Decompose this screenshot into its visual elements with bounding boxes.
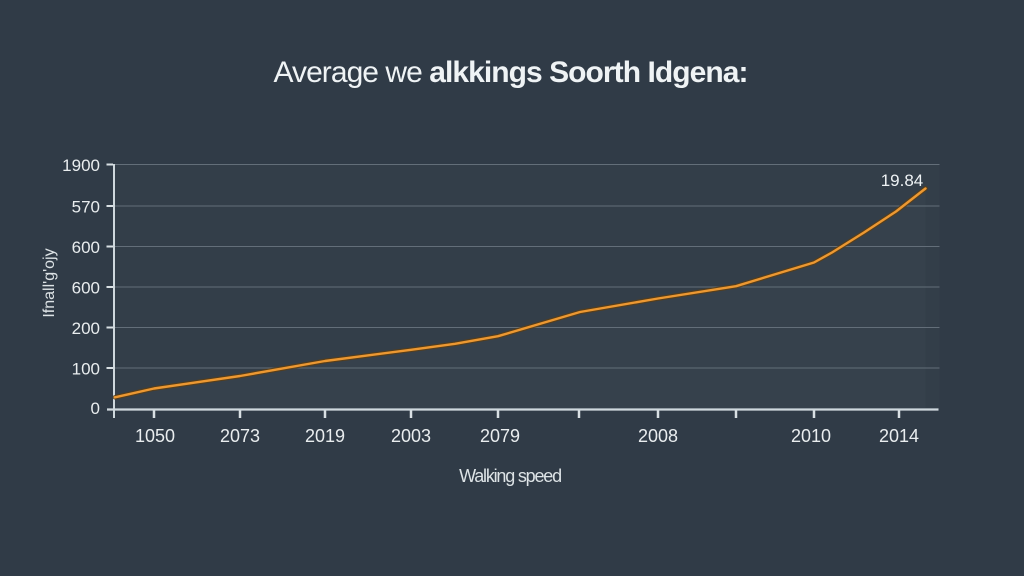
svg-text:Walking speed: Walking speed bbox=[459, 466, 561, 486]
svg-text:600: 600 bbox=[72, 238, 100, 257]
svg-text:100: 100 bbox=[72, 360, 100, 379]
svg-text:Ifnall'g'ojy: Ifnall'g'ojy bbox=[41, 248, 58, 317]
svg-text:1050: 1050 bbox=[135, 426, 175, 446]
svg-text:2003: 2003 bbox=[391, 426, 431, 446]
svg-text:2014: 2014 bbox=[879, 426, 919, 446]
svg-text:0: 0 bbox=[91, 399, 100, 418]
svg-text:2019: 2019 bbox=[305, 426, 345, 446]
svg-text:1900: 1900 bbox=[62, 156, 100, 175]
svg-text:19.84: 19.84 bbox=[881, 171, 924, 190]
svg-text:2073: 2073 bbox=[220, 426, 260, 446]
svg-text:600: 600 bbox=[72, 279, 100, 298]
svg-text:200: 200 bbox=[72, 319, 100, 338]
svg-text:2079: 2079 bbox=[480, 426, 520, 446]
svg-text:2008: 2008 bbox=[638, 426, 678, 446]
svg-text:2010: 2010 bbox=[791, 426, 831, 446]
svg-text:570: 570 bbox=[72, 198, 100, 217]
